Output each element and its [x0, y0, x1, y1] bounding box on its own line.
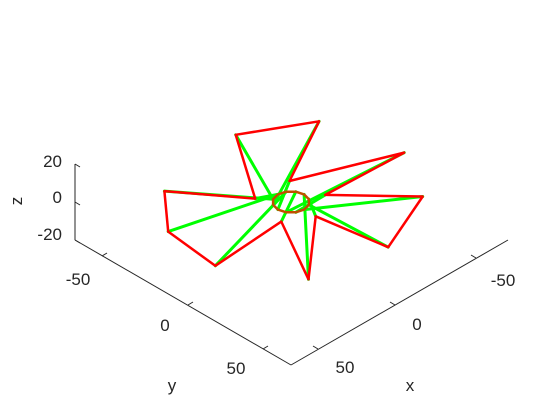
hub-ring-line	[271, 190, 311, 214]
spoke-segment	[279, 190, 298, 224]
y-axis-line	[74, 239, 292, 366]
spoke-segment	[302, 195, 425, 212]
axes: 20 0 -20 -50 0 50 -50 0 50 z y x	[7, 152, 515, 395]
y-tick-label: 50	[227, 359, 246, 378]
x-tick-label: 0	[412, 315, 421, 334]
tick-marks	[74, 163, 477, 350]
spoke-segment	[213, 190, 288, 268]
spoke-segment	[307, 203, 390, 249]
outer-star-series	[163, 120, 424, 281]
z-tick-mark	[74, 201, 81, 206]
x-tick-label: -50	[491, 271, 516, 290]
y-tick-label: 0	[160, 316, 169, 335]
z-tick-mark	[74, 163, 81, 168]
y-tick-label: -50	[66, 270, 91, 289]
y-tick-mark	[262, 345, 269, 350]
z-axis-label: z	[7, 197, 26, 206]
y-tick-mark	[187, 301, 194, 306]
spoke-segment	[166, 192, 280, 234]
z-tick-mark	[74, 239, 81, 244]
y-axis-label: y	[168, 376, 177, 395]
x-tick-mark	[470, 254, 477, 259]
x-tick-mark	[312, 345, 319, 350]
x-tick-label: 50	[336, 358, 355, 377]
outer-star-line	[163, 120, 424, 281]
z-tick-label: 20	[43, 152, 62, 171]
tick-labels: 20 0 -20 -50 0 50 -50 0 50	[37, 152, 515, 378]
x-axis-line	[290, 239, 509, 366]
plot-area: 20 0 -20 -50 0 50 -50 0 50 z y x	[7, 119, 515, 395]
z-tick-label: -20	[37, 225, 62, 244]
z-tick-label: 0	[53, 188, 62, 207]
spoke-segment	[234, 133, 275, 201]
y-tick-mark	[101, 252, 108, 257]
hub-series	[271, 190, 311, 214]
x-axis-label: x	[406, 376, 415, 395]
x-tick-mark	[389, 301, 396, 306]
